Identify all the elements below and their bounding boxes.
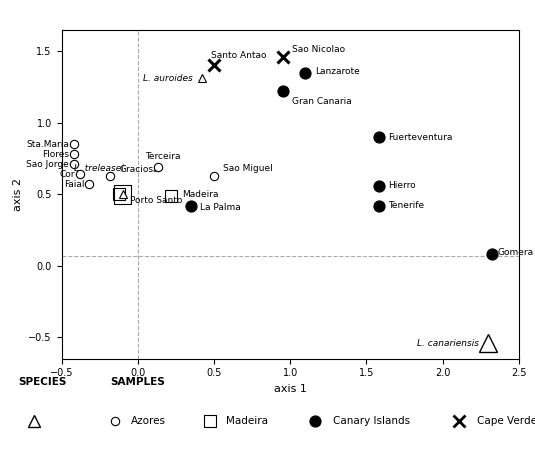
- Text: Hierro: Hierro: [388, 181, 416, 190]
- Text: Madeira: Madeira: [226, 416, 268, 426]
- Text: L. auroides: L. auroides: [143, 74, 193, 83]
- Text: L. treleasei: L. treleasei: [74, 164, 124, 173]
- Text: Gran Canaria: Gran Canaria: [292, 97, 351, 106]
- Text: Cape Verde: Cape Verde: [477, 416, 535, 426]
- Text: Cor: Cor: [60, 170, 75, 179]
- Text: Flores: Flores: [42, 150, 69, 159]
- Text: La Palma: La Palma: [200, 202, 241, 212]
- Text: Fuerteventura: Fuerteventura: [388, 133, 452, 142]
- Text: Canary Islands: Canary Islands: [333, 416, 410, 426]
- Text: Gomera: Gomera: [498, 249, 534, 257]
- Text: SPECIES: SPECIES: [18, 377, 67, 387]
- Y-axis label: axis 2: axis 2: [13, 178, 23, 211]
- Text: Terceira: Terceira: [146, 152, 181, 161]
- Text: Lanzarote: Lanzarote: [315, 67, 360, 76]
- Text: Azores: Azores: [131, 416, 166, 426]
- Bar: [114, 185, 131, 203]
- Text: Sta.Maria: Sta.Maria: [26, 140, 69, 149]
- Text: Faial: Faial: [64, 180, 85, 189]
- Text: Graciosa: Graciosa: [119, 165, 159, 174]
- Text: Porto Santo: Porto Santo: [130, 196, 182, 205]
- Text: L. canariensis: L. canariensis: [417, 339, 479, 347]
- X-axis label: axis 1: axis 1: [274, 384, 307, 394]
- Text: SAMPLES: SAMPLES: [110, 377, 165, 387]
- Text: Tenerife: Tenerife: [388, 201, 424, 210]
- Text: Santo Antao: Santo Antao: [211, 51, 266, 60]
- Text: Sao Jorge: Sao Jorge: [26, 159, 69, 169]
- Text: Madeira: Madeira: [182, 190, 218, 199]
- Text: Sao Nicolao: Sao Nicolao: [292, 45, 345, 54]
- Text: Sao Miguel: Sao Miguel: [223, 164, 273, 173]
